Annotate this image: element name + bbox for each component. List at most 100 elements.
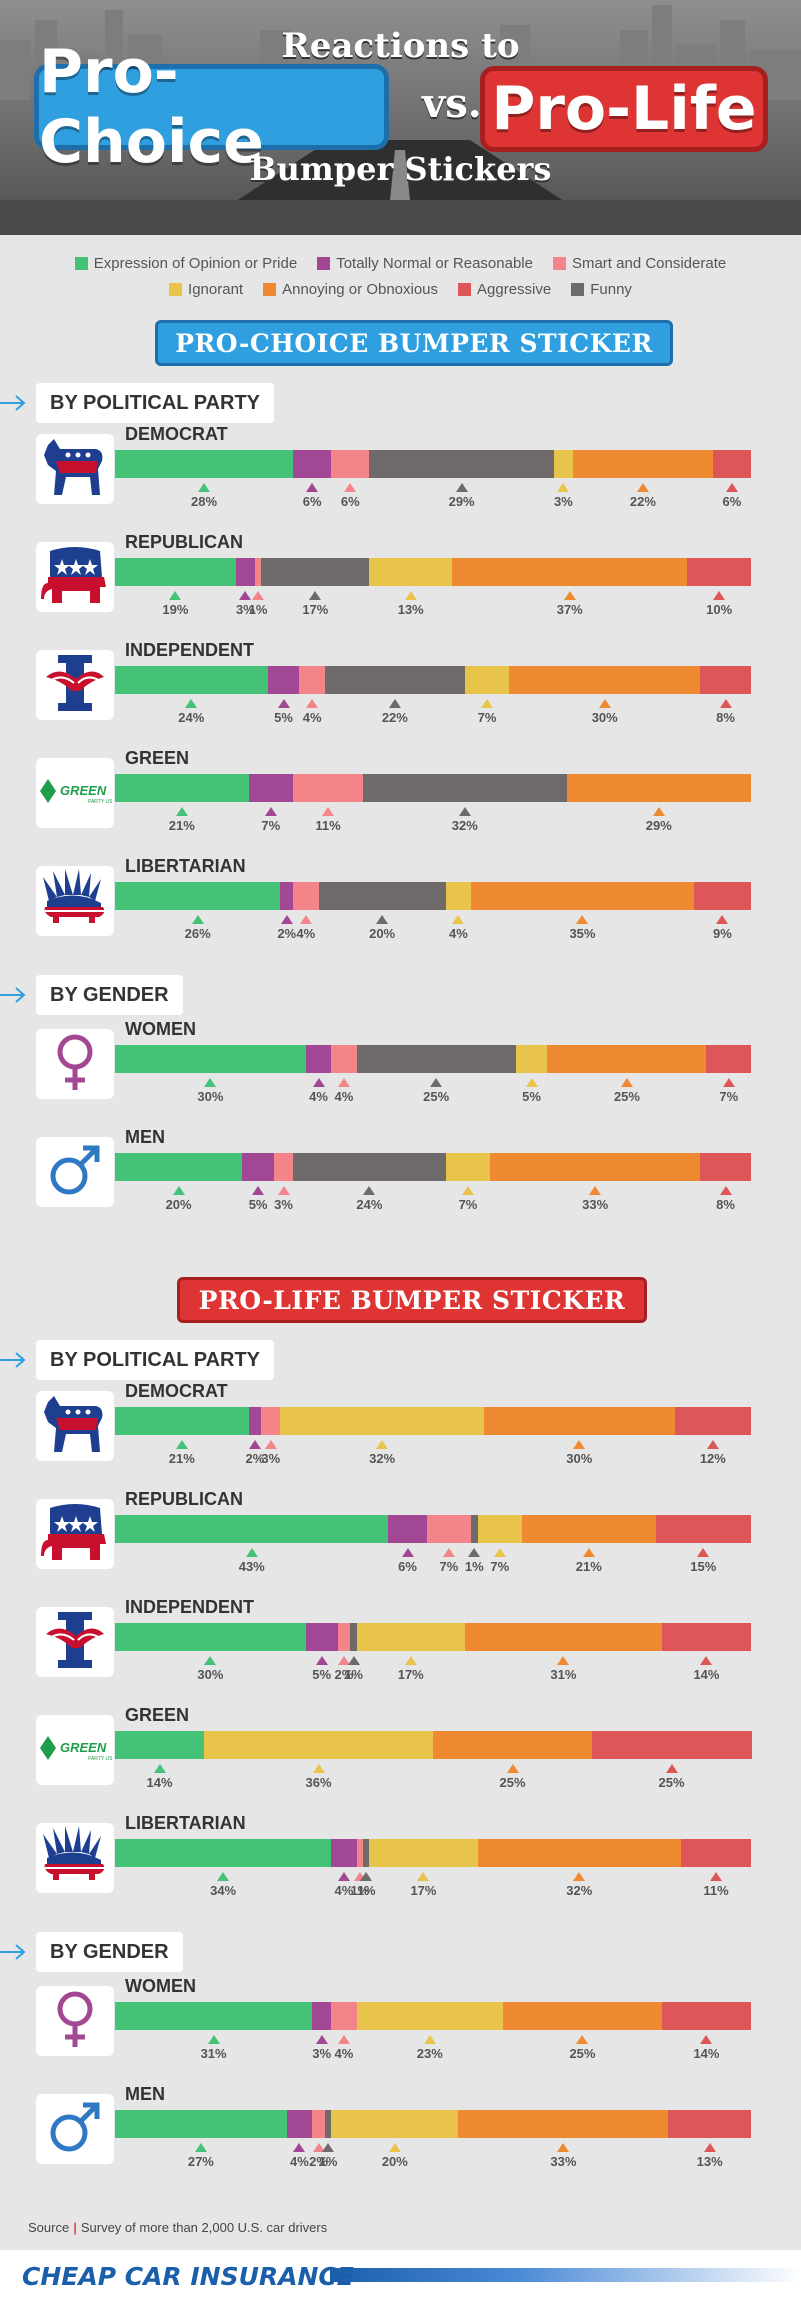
marker-funny [360,1872,373,1881]
svg-text:PARTY US: PARTY US [88,799,112,805]
marker-annoying [557,1656,570,1665]
marker-annoying [636,483,649,492]
marker-aggressive [697,1548,710,1557]
bar-segment-annoying [509,666,701,694]
marker-annoying [573,1440,586,1449]
marker-normal [315,1656,328,1665]
bar-segment-normal [248,774,294,802]
value-label-funny: 32% [451,818,478,833]
independent-eagle-box [36,1607,114,1677]
legend-swatch-smart [552,257,566,270]
bar-segment-funny [350,1623,358,1651]
value-label-annoying: 21% [575,1559,602,1574]
stacked-bar [115,1623,752,1651]
bar-segment-normal [267,666,300,694]
marker-annoying [563,591,576,600]
value-label-aggressive: 15% [690,1559,717,1574]
marker-expression [217,1872,230,1881]
stacked-bar [115,1839,752,1867]
bar-segment-annoying [566,774,752,802]
marker-ignorant [423,2035,436,2044]
value-label-aggressive: 10% [706,602,733,617]
bar-segment-aggressive [700,666,752,694]
libertarian-porcupine-icon [39,1824,111,1893]
legend-item-funny: Funny [571,281,632,298]
bar-segment-normal [235,558,256,586]
marker-aggressive [700,2035,713,2044]
bar-segment-ignorant [280,1407,485,1435]
bar-segment-ignorant [369,558,453,586]
bar-segment-aggressive [693,882,752,910]
legend-swatch-ignorant [169,283,183,296]
bar-segment-funny [369,450,555,478]
brand-stripes [330,2268,801,2282]
value-label-expression: 19% [162,602,189,617]
value-label-smart: 1% [350,1883,370,1898]
marker-ignorant [461,1186,474,1195]
stacked-bar [115,666,752,694]
value-label-expression: 20% [165,1197,192,1212]
libertarian-porcupine-icon [39,867,111,936]
legend-swatch-annoying [263,283,277,296]
bar-segment-smart [312,2110,326,2138]
marker-funny [363,1186,376,1195]
value-label-funny: 24% [356,1197,383,1212]
marker-annoying [557,2143,570,2152]
female-symbol-icon [45,1987,105,2056]
bar-segment-aggressive [661,2002,752,2030]
marker-smart [337,1656,350,1665]
marker-ignorant [388,2143,401,2152]
bar-segment-smart [331,1045,358,1073]
section-arrow-icon [0,1942,28,1962]
bar-segment-aggressive [661,1623,752,1651]
value-label-aggressive: 7% [719,1089,739,1104]
value-label-normal: 7% [261,818,281,833]
value-label-ignorant: 7% [477,710,497,725]
row-label: MEN [125,2084,165,2104]
stacked-bar [115,558,752,586]
value-label-expression: 21% [168,1451,195,1466]
row-label: INDEPENDENT [125,1597,255,1617]
marker-funny [458,807,471,816]
marker-normal [401,1548,414,1557]
by-gender-heading: BY GENDER [36,975,183,1015]
brand-logo: CHEAP CAR INSURANCE [22,2262,354,2291]
male-symbol-icon [45,1138,105,1207]
section-arrow-icon [0,393,28,413]
legend-row-2: Ignorant Annoying or Obnoxious Aggressive F… [0,281,801,298]
value-label-ignorant: 17% [397,1667,424,1682]
value-label-aggressive: 6% [722,494,742,509]
marker-annoying [652,807,665,816]
legend-item-annoying: Annoying or Obnoxious [263,281,438,298]
marker-expression [169,591,182,600]
stacked-bar [115,882,752,910]
section-arrow-icon [0,1350,28,1370]
marker-aggressive [725,483,738,492]
bar-segment-ignorant [445,882,472,910]
bar-segment-expression [115,1515,389,1543]
bar-segment-ignorant [356,1623,466,1651]
marker-annoying [589,1186,602,1195]
row-label: INDEPENDENT [125,640,255,660]
marker-annoying [576,915,589,924]
value-label-normal: 5% [312,1667,332,1682]
bar-segment-funny [293,1153,447,1181]
svg-text:GREEN: GREEN [60,783,107,798]
democrat-donkey-box [36,434,114,504]
bar-segment-funny [356,1045,517,1073]
bar-segment-expression [115,882,281,910]
marker-expression [194,2143,207,2152]
row-label: LIBERTARIAN [125,1813,246,1833]
bar-segment-expression [115,1731,205,1759]
green-party-box: GREEN PARTY US [36,758,114,828]
source-text: Survey of more than 2,000 U.S. car drive… [80,2220,328,2235]
stacked-bar [115,1515,752,1543]
legend-row-1: Expression of Opinion or Pride Totally No… [0,255,801,272]
marker-expression [191,915,204,924]
female-symbol-box [36,1029,114,1099]
bar-segment-expression [115,558,237,586]
value-label-ignorant: 17% [410,1883,437,1898]
pro-choice-badge: Pro-Choice [34,37,389,177]
bar-segment-annoying [433,1731,593,1759]
marker-smart [353,1872,366,1881]
